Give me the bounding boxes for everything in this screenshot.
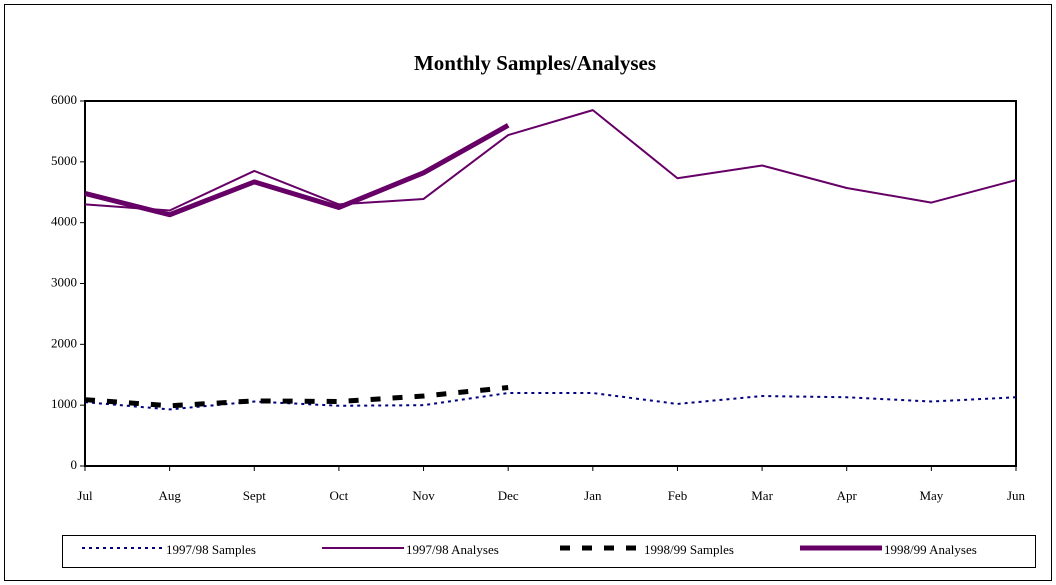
series-line — [84, 109, 1017, 212]
x-tick-label: Aug — [158, 488, 181, 503]
y-tick-label: 4000 — [51, 214, 77, 229]
series-line — [84, 385, 509, 409]
x-tick-label: Apr — [837, 488, 858, 503]
legend-label: 1998/99 Analyses — [884, 542, 977, 557]
x-tick-label: Sept — [243, 488, 267, 503]
x-tick-label: Oct — [330, 488, 349, 503]
x-tick-label: Jan — [584, 488, 602, 503]
chart-title: Monthly Samples/Analyses — [414, 51, 656, 75]
x-tick-label: Dec — [498, 488, 519, 503]
y-tick-label: 0 — [71, 457, 78, 472]
legend-box — [62, 535, 1036, 568]
y-tick-label: 3000 — [51, 274, 77, 289]
y-tick-label: 6000 — [51, 92, 77, 107]
x-tick-label: Nov — [412, 488, 435, 503]
y-tick-label: 2000 — [51, 335, 77, 350]
x-tick-label: Jun — [1007, 488, 1026, 503]
legend-label: 1997/98 Analyses — [406, 542, 499, 557]
y-tick-label: 5000 — [51, 153, 77, 168]
legend-label: 1997/98 Samples — [166, 542, 256, 557]
x-tick-label: Jul — [77, 488, 93, 503]
x-tick-label: Feb — [668, 488, 688, 503]
series-line — [84, 123, 510, 218]
legend-label: 1998/99 Samples — [644, 542, 734, 557]
y-tick-label: 1000 — [51, 396, 77, 411]
x-tick-label: Mar — [751, 488, 773, 503]
x-tick-label: May — [919, 488, 943, 503]
